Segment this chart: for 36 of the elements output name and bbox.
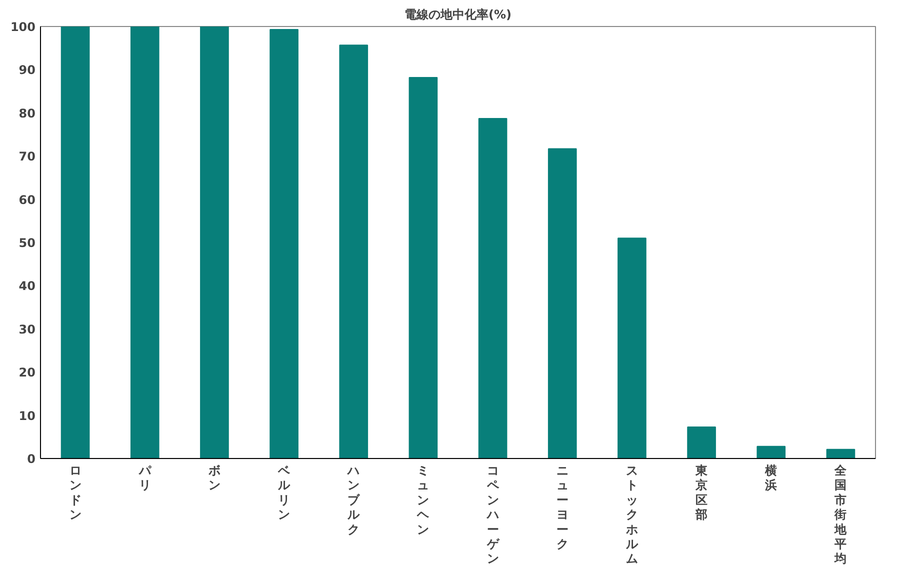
y-tick-label: 60	[18, 192, 36, 207]
x-tick-label: ロンドン	[69, 464, 82, 522]
x-tick-label: パリ	[138, 464, 152, 492]
bar	[408, 76, 438, 458]
y-tick-label: 10	[18, 408, 36, 423]
chart-title: 電線の地中化率(%)	[404, 8, 512, 22]
y-tick-label: 90	[18, 63, 36, 78]
bar	[756, 446, 786, 458]
bar	[200, 26, 229, 458]
bar	[130, 26, 160, 458]
x-tick-label: ベルリン	[277, 464, 292, 522]
y-tick-label: 50	[18, 236, 36, 250]
y-tick-label: 30	[18, 322, 36, 336]
x-tick-label: ニューヨーク	[556, 464, 568, 551]
bar	[339, 44, 368, 458]
x-tick-label: 東京区部	[694, 464, 709, 522]
x-tick-label: ストックホルム	[624, 464, 639, 566]
x-tick-label: コペンハーゲン	[486, 464, 500, 566]
y-tick-label: 0	[27, 452, 36, 466]
bar	[687, 426, 716, 458]
bar	[618, 238, 646, 458]
x-tick-label: ハンブルク	[346, 464, 361, 536]
bar	[270, 29, 298, 458]
bar	[478, 118, 508, 458]
y-tick-label: 40	[18, 279, 36, 294]
y-tick-label: 80	[18, 106, 36, 120]
y-tick-label: 20	[18, 366, 36, 380]
x-tick-label: ボン	[207, 464, 220, 492]
y-tick-label: 70	[18, 150, 36, 164]
y-tick-label: 100	[10, 20, 36, 34]
x-tick-label: 全国市街地平均	[834, 464, 848, 566]
bar	[826, 448, 856, 458]
bar	[548, 148, 577, 458]
x-tick-label: 横浜	[764, 464, 778, 492]
bar	[60, 26, 90, 458]
x-tick-label: ミュンヘン	[416, 464, 430, 536]
